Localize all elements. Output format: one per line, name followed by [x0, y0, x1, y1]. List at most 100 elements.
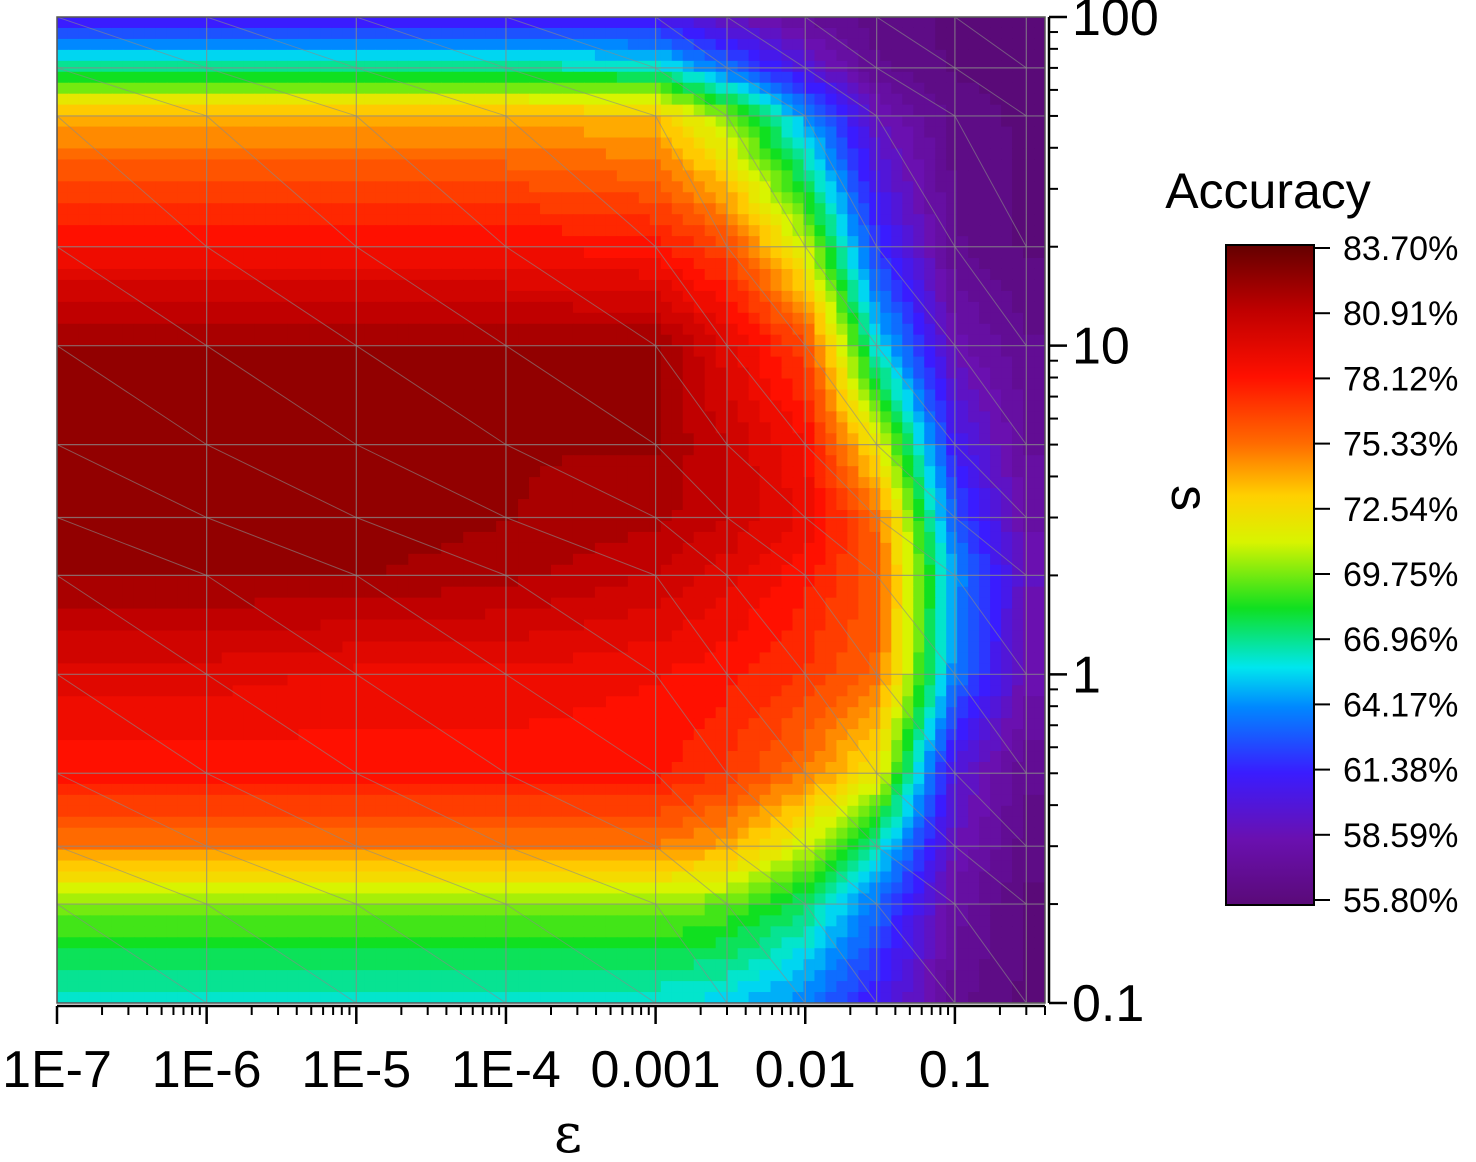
heatmap-cell — [551, 477, 563, 489]
heatmap-cell — [353, 444, 365, 456]
heatmap-cell — [57, 531, 69, 544]
heatmap-cell — [408, 170, 420, 182]
heatmap-cell — [737, 433, 750, 445]
heatmap-cell — [682, 422, 695, 434]
heatmap-cell — [924, 334, 936, 347]
heatmap-cell — [474, 214, 486, 226]
heatmap-cell — [408, 356, 420, 369]
heatmap-cell — [254, 170, 267, 182]
heatmap-cell — [572, 520, 585, 533]
heatmap-cell — [946, 170, 958, 182]
heatmap-cell — [199, 137, 212, 150]
heatmap-cell — [210, 126, 223, 139]
heatmap-cell — [397, 312, 409, 325]
heatmap-cell — [430, 455, 442, 467]
heatmap-cell — [57, 104, 69, 117]
heatmap-cell — [814, 27, 827, 40]
heatmap-cell — [924, 279, 936, 292]
heatmap-cell — [166, 236, 179, 248]
heatmap-cell — [594, 575, 607, 588]
heatmap-cell — [364, 597, 376, 610]
heatmap-cell — [880, 82, 892, 95]
heatmap-cell — [759, 290, 772, 303]
heatmap-cell — [199, 258, 212, 270]
heatmap-cell — [803, 301, 816, 314]
heatmap-cell — [572, 312, 585, 325]
heatmap-cell — [605, 356, 618, 369]
heatmap-cell — [375, 411, 387, 423]
heatmap-cell — [57, 455, 69, 467]
heatmap-cell — [485, 203, 497, 215]
heatmap-cell — [1034, 268, 1045, 281]
heatmap-cell — [452, 466, 464, 478]
heatmap-cell — [298, 444, 311, 456]
heatmap-cell — [155, 137, 168, 150]
heatmap-cell — [1001, 236, 1013, 248]
heatmap-cell — [430, 236, 442, 248]
heatmap-cell — [507, 466, 519, 478]
heatmap-cell — [496, 27, 508, 40]
heatmap-cell — [364, 27, 376, 40]
heatmap-cell — [485, 444, 497, 456]
heatmap-cell — [265, 334, 278, 347]
heatmap-cell — [946, 510, 958, 522]
heatmap-cell — [847, 236, 859, 248]
heatmap-cell — [111, 247, 124, 259]
heatmap-cell — [529, 247, 541, 259]
heatmap-cell — [375, 477, 387, 489]
heatmap-cell — [243, 477, 256, 489]
heatmap-cell — [419, 258, 431, 270]
heatmap-cell — [188, 203, 201, 215]
heatmap-cell — [485, 488, 497, 500]
heatmap-cell — [540, 258, 552, 270]
heatmap-cell — [715, 455, 728, 467]
heatmap-cell — [847, 93, 859, 106]
heatmap-cell — [155, 433, 168, 445]
heatmap-cell — [485, 38, 497, 51]
heatmap-cell — [78, 60, 91, 73]
heatmap-cell — [254, 60, 267, 73]
heatmap-cell — [342, 82, 354, 95]
heatmap-cell — [891, 247, 903, 259]
heatmap-cell — [57, 477, 69, 489]
heatmap-cell — [100, 115, 113, 128]
heatmap-cell — [320, 290, 333, 303]
heatmap-cell — [968, 378, 980, 391]
heatmap-cell — [704, 148, 717, 161]
heatmap-cell — [957, 170, 969, 182]
heatmap-cell — [430, 49, 442, 62]
heatmap-cell — [1023, 323, 1035, 336]
heatmap-cell — [78, 279, 91, 292]
heatmap-cell — [221, 38, 234, 51]
heatmap-cell — [869, 323, 881, 336]
heatmap-cell — [583, 531, 596, 544]
heatmap-cell — [572, 345, 585, 358]
heatmap-cell — [166, 159, 179, 171]
heatmap-cell — [957, 334, 969, 347]
heatmap-cell — [144, 455, 157, 467]
heatmap-cell — [979, 477, 991, 489]
heatmap-cell — [232, 575, 245, 588]
heatmap-cell — [122, 608, 135, 621]
heatmap-cell — [496, 247, 508, 259]
heatmap-cell — [737, 214, 750, 226]
heatmap-cell — [946, 82, 958, 95]
heatmap-cell — [100, 597, 113, 610]
heatmap-cell — [902, 82, 914, 95]
heatmap-cell — [199, 619, 212, 632]
heatmap-cell — [474, 17, 486, 29]
heatmap-cell — [133, 279, 146, 292]
heatmap-cell — [583, 71, 596, 84]
heatmap-cell — [452, 27, 464, 40]
heatmap-cell — [990, 49, 1002, 62]
heatmap-cell — [704, 488, 717, 500]
heatmap-cell — [825, 356, 838, 369]
heatmap-cell — [935, 301, 947, 314]
heatmap-cell — [935, 38, 947, 51]
heatmap-cell — [463, 82, 475, 95]
heatmap-cell — [660, 553, 673, 566]
heatmap-cell — [199, 499, 212, 511]
heatmap-cell — [572, 148, 585, 161]
heatmap-cell — [177, 422, 190, 434]
heatmap-cell — [572, 214, 585, 226]
